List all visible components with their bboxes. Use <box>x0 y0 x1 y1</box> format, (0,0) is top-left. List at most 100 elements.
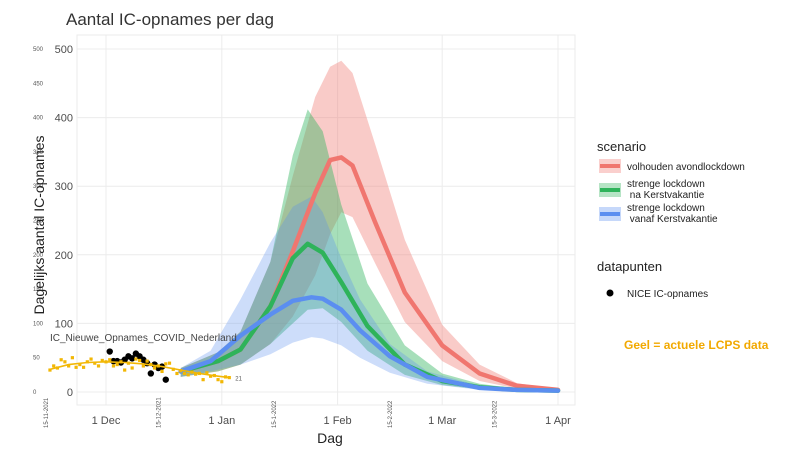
overlay-point <box>130 366 134 370</box>
overlay-point <box>223 375 228 379</box>
overlay-point <box>164 362 168 366</box>
overlay-point <box>111 364 116 368</box>
band-series-3 <box>180 196 558 392</box>
nice-point <box>147 370 155 377</box>
overlay-point <box>119 360 123 364</box>
overlay-point <box>78 362 82 367</box>
overlay-point <box>55 366 60 370</box>
overlay-point <box>108 358 112 362</box>
overlay-point <box>93 361 97 365</box>
overlay-point <box>115 362 119 367</box>
overlay-series-label: IC_Nieuwe_Opnames_COVID_Nederland <box>50 333 237 344</box>
y-axis-ticks: 0 100 200 300 400 500 <box>55 44 73 399</box>
y-tick-label: 0 <box>67 387 73 399</box>
overlay-point <box>126 361 131 365</box>
chart-title: Aantal IC-opnames per dag <box>66 10 274 29</box>
overlay-x-tick: 15-11-2021 <box>44 397 50 428</box>
overlay-point <box>227 375 231 380</box>
overlay-point <box>208 374 213 378</box>
overlay-point <box>70 356 74 360</box>
x-tick-label: 1 Jan <box>208 415 235 427</box>
overlay-point <box>48 368 52 372</box>
legend-label-series-3: strenge lockdown vanaf Kerstvakantie <box>627 203 718 225</box>
x-axis-ticks: 1 Dec 1 Jan 1 Feb 1 Mar 1 Apr <box>92 415 572 427</box>
overlay-point <box>123 368 127 372</box>
overlay-x-tick: 15-12-2021 <box>156 397 162 428</box>
y-tick-label: 100 <box>55 318 73 330</box>
overlay-end-value: 21 <box>235 377 242 383</box>
overlay-point <box>205 371 209 375</box>
overlay-point <box>156 364 160 368</box>
legend-key-point <box>606 289 614 297</box>
line-series-3 <box>178 295 561 393</box>
x-tick-label: 1 Dec <box>92 415 121 427</box>
plot-panel <box>76 34 576 406</box>
overlay-point <box>100 358 104 363</box>
overlay-y-tick: 0 <box>33 390 37 396</box>
overlay-y-tick: 250 <box>33 219 44 225</box>
lcps-note: Geel = actuele LCPS data <box>624 338 769 352</box>
overlay-y-tick: 350 <box>33 150 44 156</box>
overlay-point <box>212 373 216 378</box>
overlay-point <box>67 364 71 368</box>
overlay-x-tick: 15-1-2022 <box>272 400 278 428</box>
overlay-point <box>182 371 187 376</box>
overlay-y-tick: 300 <box>33 184 44 190</box>
x-tick-label: 1 Feb <box>324 415 352 427</box>
overlay-x-tick: 15-3-2022 <box>492 400 498 428</box>
y-tick-label: 200 <box>55 250 73 262</box>
confidence-bands <box>180 60 558 392</box>
overlay-y-tick: 150 <box>33 287 44 293</box>
overlay-point <box>186 373 190 377</box>
overlay-y-tick: 400 <box>33 116 44 122</box>
overlay-point <box>96 364 101 368</box>
overlay-point <box>59 358 63 362</box>
legend-label-series-1: volhouden avondlockdown <box>627 162 745 173</box>
nice-point <box>106 348 113 355</box>
overlay-point <box>194 372 198 376</box>
overlay-y-tick: 200 <box>33 253 44 259</box>
overlay-point <box>149 362 153 367</box>
nice-point <box>128 355 136 362</box>
band-series-1 <box>180 60 558 392</box>
lcps-overlay: IC_Nieuwe_Opnames_COVID_Nederland 0 50 100 1… <box>33 47 498 428</box>
gridlines <box>77 35 575 405</box>
overlay-y-tick: 50 <box>33 356 40 362</box>
y-tick-label: 400 <box>55 113 73 125</box>
overlay-point <box>134 357 138 361</box>
overlay-point <box>63 360 67 364</box>
x-tick-label: 1 Apr <box>545 415 571 427</box>
overlay-point <box>85 360 89 364</box>
overlay-point <box>104 360 108 364</box>
overlay-point <box>175 371 179 376</box>
y-axis-title: Dagelijks aantal IC-opnames <box>31 136 47 315</box>
nice-point <box>162 376 169 383</box>
series-lines <box>178 155 561 393</box>
overlay-point <box>141 364 145 368</box>
overlay-point <box>197 371 201 376</box>
legend-title-scenario: scenario <box>597 139 646 154</box>
overlay-point <box>167 361 172 365</box>
legend-label-series-2: strenge lockdown na Kerstvakantie <box>627 179 705 201</box>
overlay-point <box>74 365 78 369</box>
x-tick-label: 1 Mar <box>428 415 456 427</box>
overlay-point <box>52 364 56 368</box>
overlay-point <box>138 358 142 363</box>
overlay-point <box>160 369 164 374</box>
overlay-point <box>89 357 93 361</box>
y-tick-label: 300 <box>55 181 73 193</box>
overlay-point <box>190 370 194 374</box>
legend-label-datapunten: NICE IC-opnames <box>627 289 708 300</box>
overlay-point <box>152 366 157 370</box>
overlay-point <box>145 359 149 363</box>
overlay-y-tick: 500 <box>33 47 44 53</box>
overlay-y-tick: 450 <box>33 81 44 87</box>
overlay-x-tick: 15-2-2022 <box>388 400 394 428</box>
band-series-2 <box>180 109 558 392</box>
overlay-point <box>201 378 205 382</box>
legend: scenario datapunten volhouden avondlockd… <box>597 139 745 300</box>
legend-title-datapunten: datapunten <box>597 259 662 274</box>
y-tick-label: 500 <box>55 44 73 56</box>
overlay-point <box>220 380 224 384</box>
